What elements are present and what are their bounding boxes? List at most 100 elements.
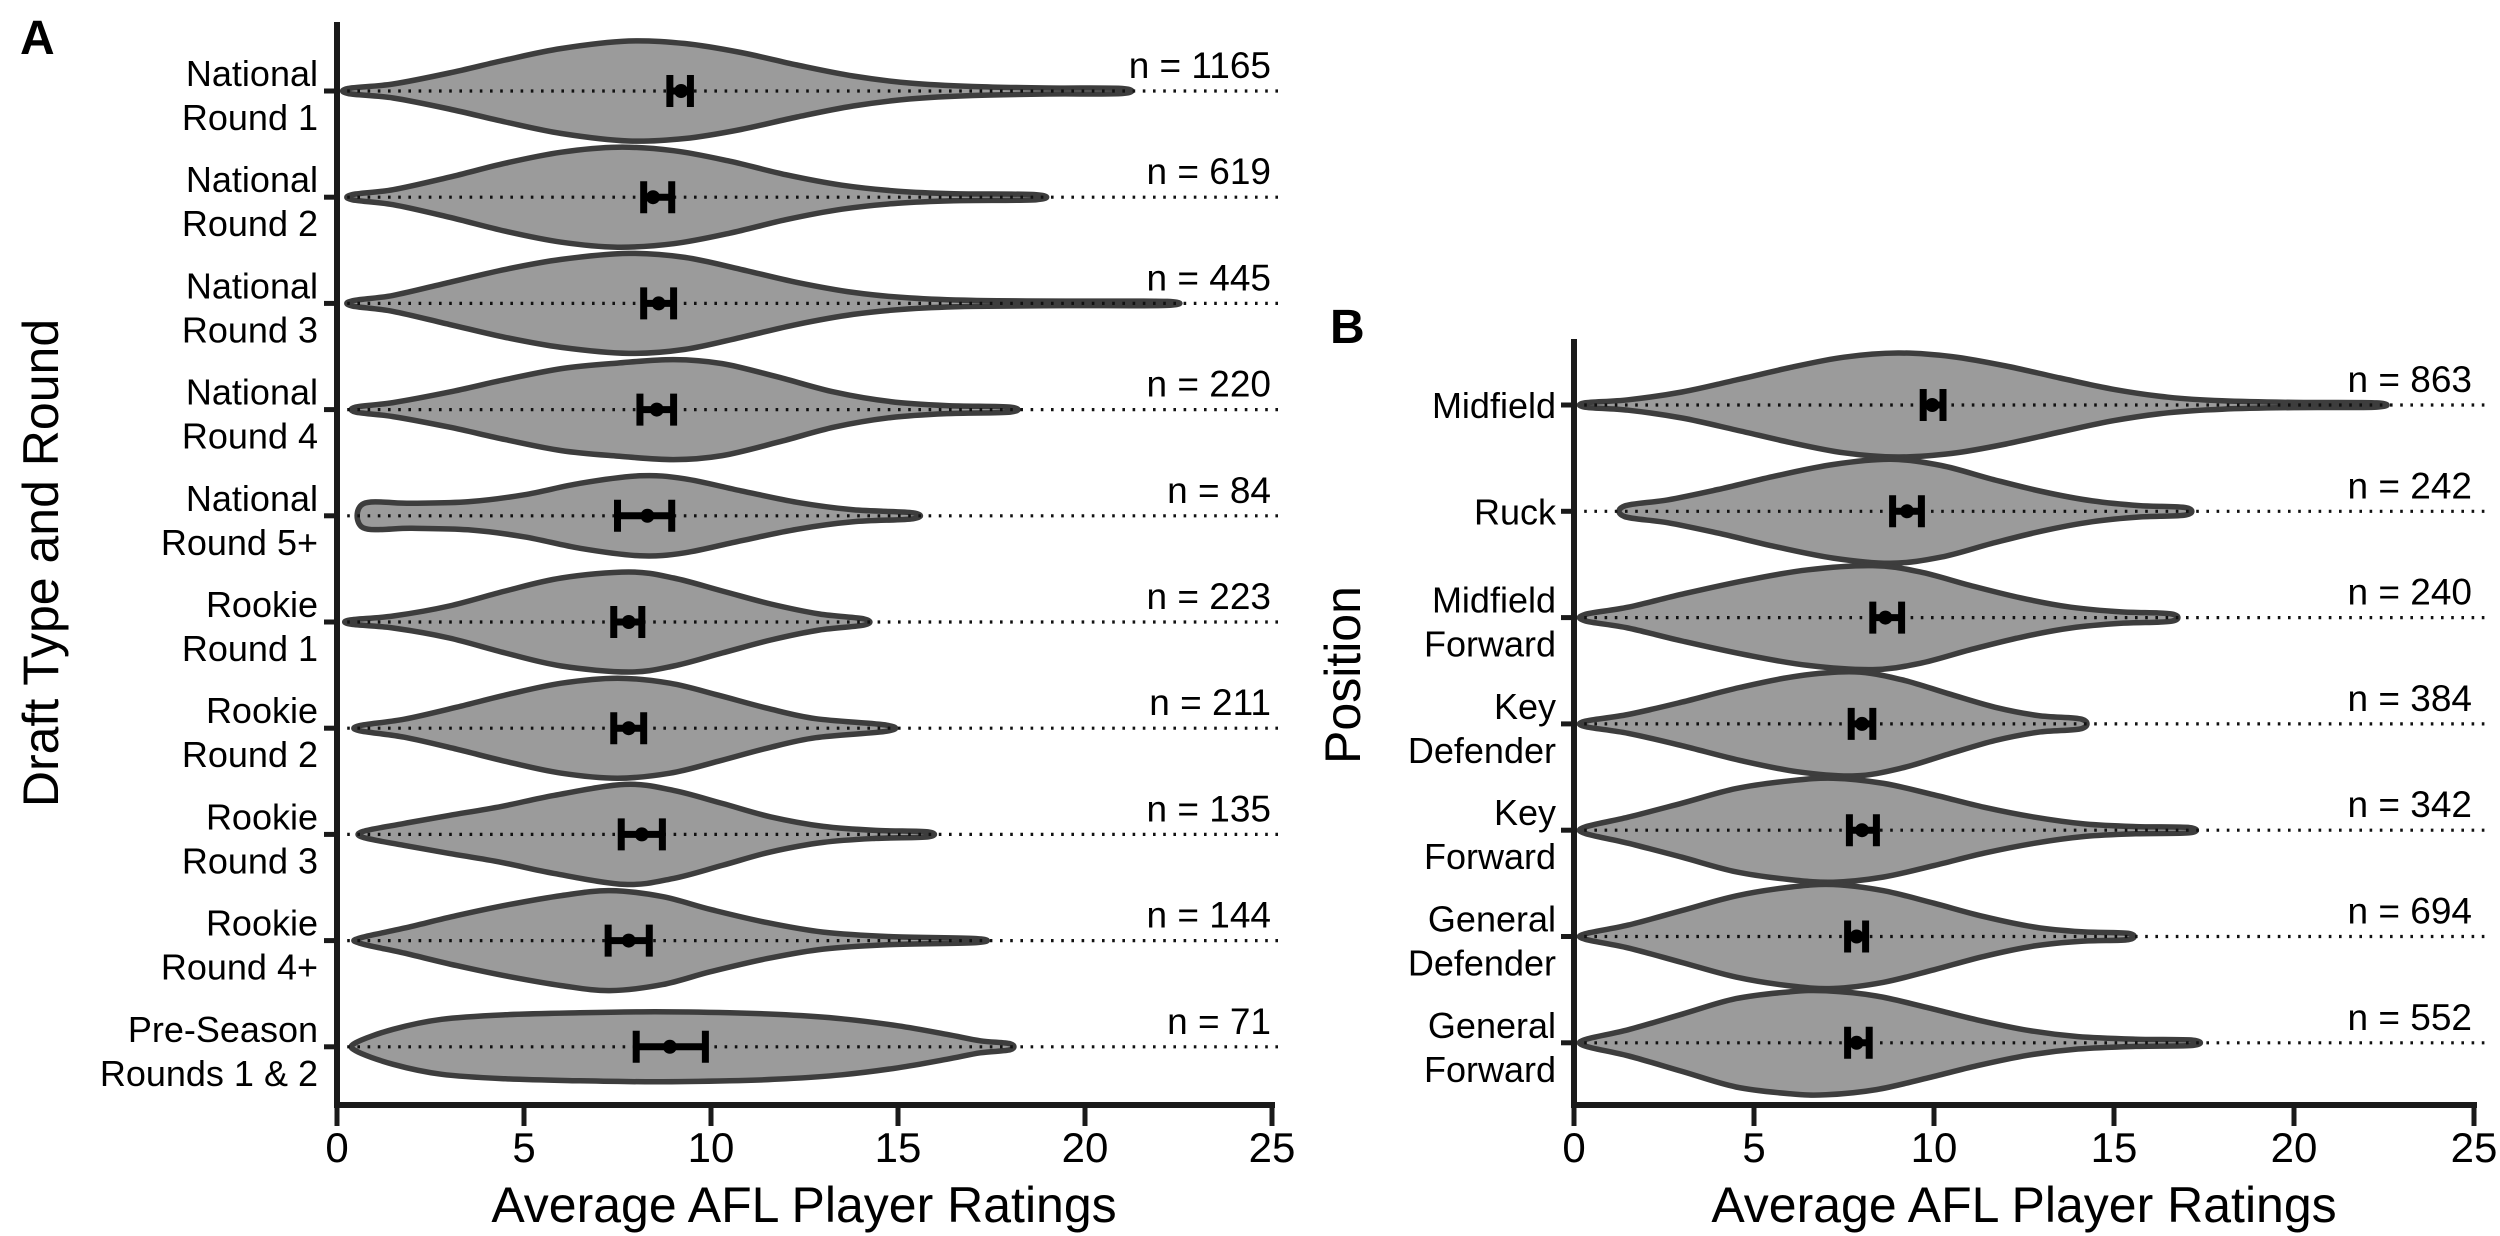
category-label-line1: Key (1494, 792, 1556, 833)
category-label-line2: Round 5+ (161, 522, 318, 563)
sample-size-label: n = 445 (1147, 257, 1271, 298)
y-axis-title: Draft Type and Round (13, 319, 69, 807)
category-label-line1: National (186, 159, 318, 200)
category-label-line2: Forward (1424, 624, 1556, 665)
category-label-line2: Round 4+ (161, 947, 318, 988)
mean-dot (1849, 929, 1864, 944)
mean-dot (621, 721, 636, 736)
sample-size-label: n = 384 (2348, 678, 2472, 719)
x-tick-label: 10 (688, 1124, 735, 1171)
category-label-line1: National (186, 265, 318, 306)
x-tick-label: 15 (875, 1124, 922, 1171)
mean-dot (646, 190, 661, 205)
mean-ci-marker (1844, 1026, 1873, 1059)
mean-ci-marker (1889, 495, 1925, 528)
category-label-line1: Rookie (206, 903, 318, 944)
category-label-line1: Midfield (1432, 580, 1556, 621)
mean-dot (1925, 398, 1940, 412)
category-label-line2: Round 3 (182, 840, 318, 881)
mean-dot (662, 1039, 677, 1054)
mean-ci-marker (632, 1030, 709, 1063)
x-axis-title: Average AFL Player Ratings (491, 1177, 1116, 1233)
category-label: Midfield (1432, 385, 1556, 426)
mean-dot (1855, 716, 1869, 731)
category-label-line2: Rounds 1 & 2 (100, 1053, 318, 1094)
mean-ci-marker (666, 75, 694, 107)
mean-dot (1900, 504, 1914, 519)
violin-row: Ruck n = 242 (1474, 456, 2489, 567)
x-tick-label: 15 (2091, 1124, 2138, 1171)
sample-size-label: n = 144 (1147, 895, 1271, 936)
violin-shape (1576, 669, 2090, 779)
violin-row: Midfield n = 863 (1432, 350, 2489, 460)
category-label-line2: Forward (1424, 1049, 1556, 1090)
y-axis-title: Position (1315, 586, 1371, 764)
violin-shape (341, 569, 873, 675)
mean-dot (621, 933, 636, 948)
mean-dot (651, 296, 666, 311)
sample-size-label: n = 619 (1147, 151, 1271, 192)
category-label: Ruck (1474, 491, 1557, 532)
sample-size-label: n = 211 (1149, 682, 1271, 723)
mean-ci-marker (617, 818, 666, 851)
category-label-line2: Forward (1424, 836, 1556, 877)
mean-ci-marker (610, 606, 646, 638)
x-axis-title: Average AFL Player Ratings (1711, 1177, 2336, 1233)
mean-dot (674, 84, 689, 98)
category-label-line1: National (186, 372, 318, 413)
sample-size-label: n = 223 (1147, 576, 1271, 617)
x-tick-label: 10 (1911, 1124, 1958, 1171)
category-label-line2: Round 3 (182, 309, 318, 350)
x-tick-label: 0 (1562, 1124, 1585, 1171)
mean-ci-marker (1845, 814, 1880, 847)
violin-shape (344, 144, 1050, 250)
mean-dot (1878, 610, 1893, 625)
violin-shape (1576, 775, 2200, 886)
category-label-line1: General (1428, 899, 1556, 940)
sample-size-label: n = 552 (2348, 997, 2472, 1038)
category-label-line1: Key (1494, 686, 1556, 727)
sample-size-label: n = 71 (1167, 1001, 1271, 1042)
category-label-line1: National (186, 478, 318, 519)
sample-size-label: n = 694 (2348, 891, 2472, 932)
mean-ci-marker (1844, 920, 1870, 953)
mean-dot (649, 402, 664, 417)
sample-size-label: n = 135 (1147, 788, 1271, 829)
mean-ci-marker (640, 181, 676, 214)
category-label-line1: Rookie (206, 690, 318, 731)
sample-size-label: n = 240 (2348, 572, 2472, 613)
category-label-line2: Round 1 (182, 97, 318, 138)
x-tick-label: 5 (1742, 1124, 1765, 1171)
category-label-line2: Round 2 (182, 734, 318, 775)
x-tick-label: 0 (325, 1124, 348, 1171)
mean-ci-marker (604, 924, 653, 957)
sample-size-label: n = 863 (2348, 359, 2472, 400)
sample-size-label: n = 84 (1167, 470, 1271, 511)
category-label-line1: Pre-Season (128, 1009, 318, 1050)
category-label-line2: Defender (1408, 730, 1556, 771)
panel-letter: A (20, 12, 55, 65)
panel-b: B Position Midfield n = 863 Ruck n = 242 Midfi… (1315, 301, 2497, 1233)
mean-dot (634, 827, 649, 842)
category-label-line1: General (1428, 1005, 1556, 1046)
x-tick-label: 5 (512, 1124, 535, 1171)
mean-dot (1849, 1035, 1864, 1050)
violin-shape (351, 887, 991, 994)
category-label-line2: Round 1 (182, 628, 318, 669)
x-tick-label: 20 (2271, 1124, 2318, 1171)
